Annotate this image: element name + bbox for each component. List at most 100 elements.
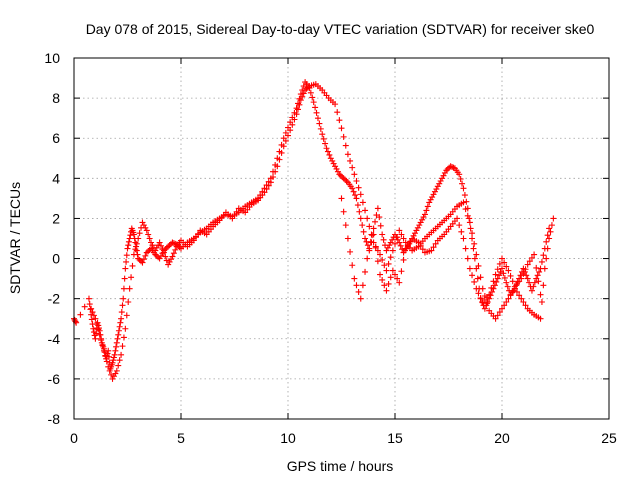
data-point	[461, 192, 468, 199]
data-point	[414, 224, 421, 231]
data-point	[379, 231, 386, 238]
data-point	[163, 257, 170, 264]
data-point	[430, 191, 437, 198]
data-point	[233, 208, 240, 215]
data-point	[464, 255, 471, 262]
data-point	[416, 222, 423, 229]
data-point	[71, 317, 78, 324]
data-point	[518, 275, 525, 282]
data-point	[103, 358, 110, 365]
data-point	[347, 248, 354, 255]
data-point	[152, 247, 159, 254]
data-point	[320, 135, 327, 142]
data-point	[364, 215, 371, 222]
data-point	[169, 253, 176, 260]
data-point	[531, 279, 538, 286]
data-point	[374, 258, 381, 265]
data-point	[340, 175, 347, 182]
data-point	[387, 274, 394, 281]
data-point	[126, 285, 133, 292]
data-point	[332, 101, 339, 108]
data-point	[136, 256, 143, 263]
data-point	[432, 240, 439, 247]
data-point	[398, 268, 405, 275]
data-point	[434, 183, 441, 190]
data-point	[109, 375, 116, 382]
data-point	[389, 247, 396, 254]
data-point	[374, 205, 381, 212]
data-point	[383, 267, 390, 274]
data-point	[411, 230, 418, 237]
data-point	[276, 156, 283, 163]
data-point	[407, 238, 414, 245]
data-point	[115, 327, 122, 334]
data-point	[143, 249, 150, 256]
data-point	[98, 337, 105, 344]
data-point	[389, 236, 396, 243]
data-point	[263, 186, 270, 193]
data-point	[109, 359, 116, 366]
data-point	[488, 284, 495, 291]
data-point	[450, 164, 457, 171]
data-point	[516, 292, 523, 299]
data-point	[471, 240, 478, 247]
data-point	[368, 239, 375, 246]
data-point	[396, 279, 403, 286]
data-point	[383, 247, 390, 254]
data-point	[153, 244, 160, 251]
data-point	[351, 171, 358, 178]
data-point	[548, 222, 555, 229]
data-point	[355, 288, 362, 295]
data-point	[155, 242, 162, 249]
data-point	[366, 247, 373, 254]
data-point	[90, 325, 97, 332]
data-point	[377, 271, 384, 278]
data-point	[356, 208, 363, 215]
data-point	[550, 215, 557, 222]
data-point	[326, 151, 333, 158]
data-point	[439, 175, 446, 182]
data-point	[460, 235, 467, 242]
data-point	[351, 275, 358, 282]
data-point	[115, 362, 122, 369]
data-point	[385, 260, 392, 267]
data-point	[447, 163, 454, 170]
data-point	[392, 240, 398, 247]
data-point	[170, 240, 177, 247]
x-tick-label: 5	[177, 430, 185, 446]
data-point	[477, 294, 484, 301]
y-tick-label: 0	[52, 251, 60, 267]
data-point	[119, 343, 126, 350]
data-point	[384, 244, 391, 251]
data-point	[503, 299, 510, 306]
data-point	[496, 272, 503, 279]
data-point	[72, 318, 79, 325]
data-point	[507, 272, 514, 279]
data-point	[108, 371, 115, 378]
data-point	[127, 232, 134, 239]
data-point	[130, 251, 137, 258]
data-point	[475, 290, 482, 297]
data-point	[342, 176, 349, 183]
data-point	[313, 109, 320, 116]
data-point	[114, 335, 121, 342]
data-point	[372, 244, 379, 251]
data-point	[304, 84, 311, 91]
data-point	[473, 285, 480, 292]
data-point	[142, 224, 149, 231]
data-point	[357, 295, 364, 302]
data-point	[168, 256, 175, 263]
data-point	[490, 278, 497, 285]
data-point	[449, 163, 456, 170]
data-point	[121, 275, 128, 282]
data-point	[518, 295, 525, 302]
data-point	[426, 199, 433, 206]
data-point	[128, 274, 135, 281]
data-point	[89, 309, 96, 316]
data-point	[336, 117, 343, 124]
data-point	[92, 315, 99, 322]
data-point	[466, 219, 473, 226]
data-point	[497, 268, 504, 275]
data-point	[376, 214, 383, 221]
data-point	[149, 242, 156, 249]
